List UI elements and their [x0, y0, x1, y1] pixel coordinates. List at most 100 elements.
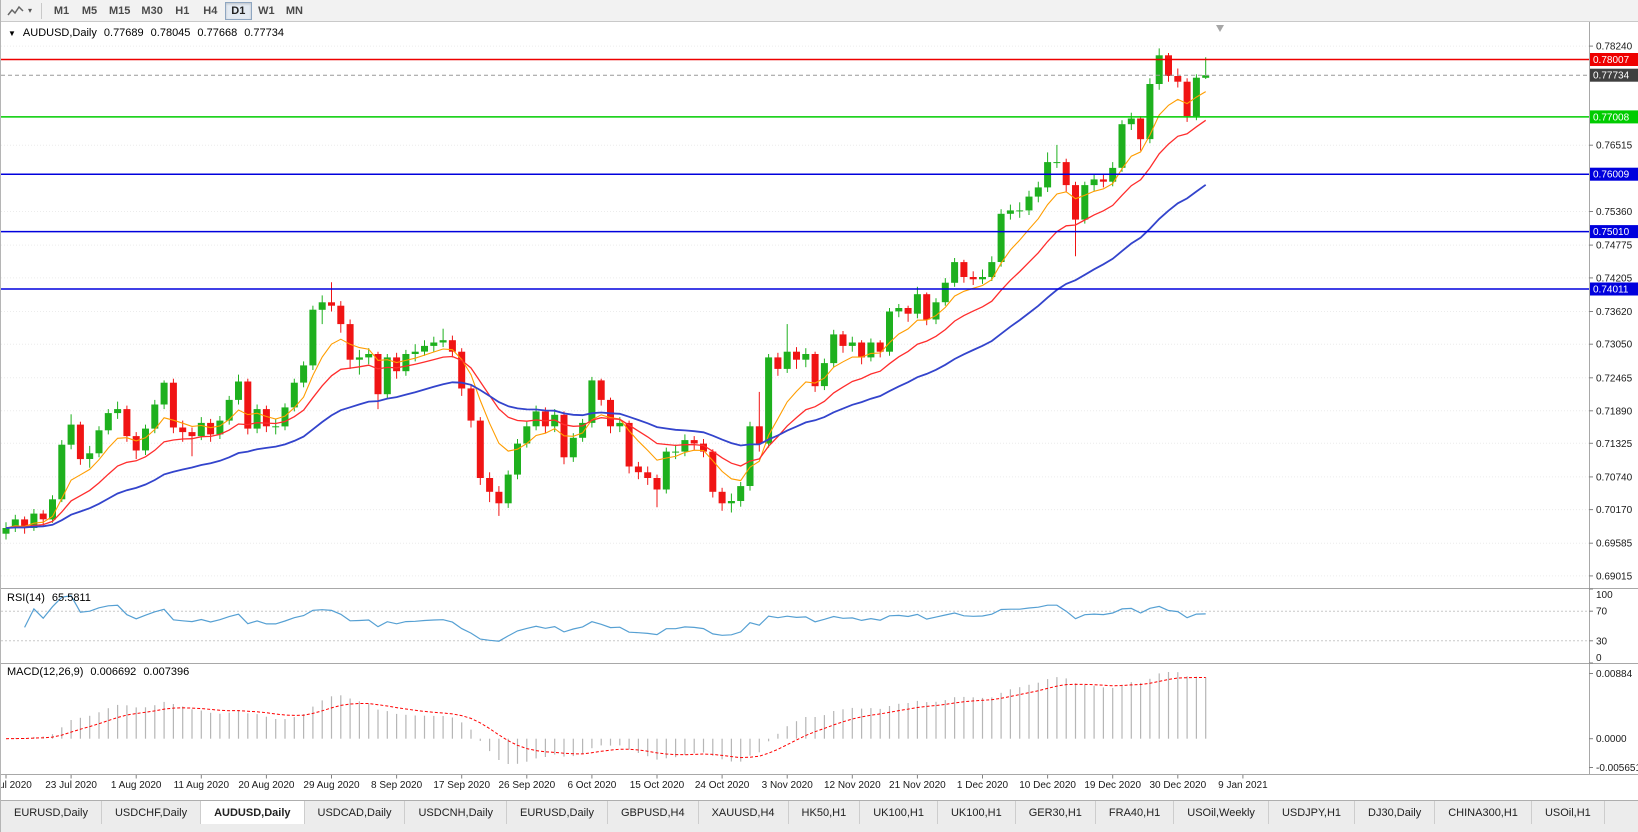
svg-text:3 Nov 2020: 3 Nov 2020 [762, 780, 814, 791]
svg-text:0.75360: 0.75360 [1596, 207, 1633, 218]
tab-xauusd-h4[interactable]: XAUUSD,H4 [698, 801, 789, 824]
timeframe-button-d1[interactable]: D1 [224, 1, 252, 20]
current-price-badge [1590, 68, 1638, 82]
timeframe-button-h1[interactable]: H1 [169, 2, 196, 20]
tab-uk100-h1-2[interactable]: UK100,H1 [937, 801, 1016, 824]
tab-label: USDCAD,Daily [317, 806, 392, 819]
price-badge-0.76009 [1590, 167, 1638, 181]
svg-text:0.74205: 0.74205 [1596, 273, 1633, 284]
svg-text:0.71325: 0.71325 [1596, 439, 1633, 450]
tab-label: USOil,Weekly [1187, 806, 1255, 819]
svg-text:0.71890: 0.71890 [1596, 406, 1633, 417]
macd-signal-line [5, 677, 1206, 759]
tab-fra40-h1[interactable]: FRA40,H1 [1095, 801, 1175, 824]
svg-text:0.76515: 0.76515 [1596, 141, 1633, 152]
tab-label: AUDUSD,Daily [214, 806, 291, 819]
timeframe-button-mn[interactable]: MN [281, 2, 308, 20]
chart-area[interactable]: 0.78240 0.76515 0.75360 0.74775 0.74205 0.736… [1, 22, 1638, 793]
svg-text:0.77008: 0.77008 [1593, 112, 1630, 123]
svg-text:0.70170: 0.70170 [1596, 505, 1633, 516]
tab-gbpusd-h4[interactable]: GBPUSD,H4 [608, 801, 699, 824]
svg-text:0.70740: 0.70740 [1596, 472, 1633, 483]
svg-text:30: 30 [1596, 636, 1608, 647]
candles-layer [2, 48, 1210, 540]
tab-label: DJ30,Daily [1368, 806, 1422, 819]
chart-line-icon[interactable] [5, 4, 27, 18]
tab-usdcnh-daily[interactable]: USDCNH,Daily [405, 801, 508, 824]
window-bottom-strip [1, 824, 1638, 832]
price-badge-0.75010 [1590, 225, 1638, 239]
svg-text:0.69015: 0.69015 [1596, 571, 1633, 582]
svg-text:0.0000: 0.0000 [1596, 734, 1627, 745]
svg-text:29 Aug 2020: 29 Aug 2020 [303, 780, 360, 791]
price-chart-svg[interactable]: 0.78240 0.76515 0.75360 0.74775 0.74205 0.736… [1, 22, 1638, 793]
svg-text:14 Jul 2020: 14 Jul 2020 [1, 780, 32, 791]
macd-histogram [14, 672, 1207, 764]
tab-label: FRA40,H1 [1108, 806, 1161, 819]
svg-text:8 Sep 2020: 8 Sep 2020 [371, 780, 423, 791]
svg-text:-0.005651: -0.005651 [1596, 763, 1638, 774]
price-badge-0.74011 [1590, 282, 1638, 296]
price-badge-0.77008 [1590, 110, 1638, 124]
svg-text:0.72465: 0.72465 [1596, 373, 1633, 384]
time-axis[interactable]: 14 Jul 2020 23 Jul 2020 1 Aug 2020 11 Aug 2… [1, 775, 1268, 791]
tab-eurusd-daily-2[interactable]: EURUSD,Daily [507, 801, 608, 824]
tab-usdjpy-h1[interactable]: USDJPY,H1 [1268, 801, 1356, 824]
tab-eurusd-daily[interactable]: EURUSD,Daily [1, 801, 102, 824]
svg-text:21 Nov 2020: 21 Nov 2020 [889, 780, 946, 791]
svg-text:1 Dec 2020: 1 Dec 2020 [957, 780, 1009, 791]
price-axis[interactable]: 0.78240 0.76515 0.75360 0.74775 0.74205 0.736… [1589, 42, 1638, 774]
svg-text:0.73050: 0.73050 [1596, 340, 1633, 351]
timeframe-button-m1[interactable]: M1 [48, 2, 75, 20]
svg-text:0.00884: 0.00884 [1596, 669, 1633, 680]
svg-text:100: 100 [1596, 590, 1613, 601]
svg-text:9 Jan 2021: 9 Jan 2021 [1218, 780, 1268, 791]
tab-label: UK100,H1 [873, 806, 924, 819]
tab-ger30-h1[interactable]: GER30,H1 [1015, 801, 1096, 824]
svg-text:0: 0 [1596, 653, 1602, 664]
tab-usoil-h1[interactable]: USOil,H1 [1531, 801, 1605, 824]
timeframe-button-m30[interactable]: M30 [136, 2, 167, 20]
tab-label: USOil,H1 [1544, 806, 1591, 819]
tab-audusd-daily[interactable]: AUDUSD,Daily [201, 801, 305, 824]
tab-uk100-h1[interactable]: UK100,H1 [860, 801, 938, 824]
svg-text:20 Aug 2020: 20 Aug 2020 [238, 780, 295, 791]
tab-usdcad-daily[interactable]: USDCAD,Daily [304, 801, 406, 824]
svg-text:0.74011: 0.74011 [1593, 285, 1629, 296]
svg-text:24 Oct 2020: 24 Oct 2020 [695, 780, 750, 791]
timeframe-button-m15[interactable]: M15 [104, 2, 135, 20]
svg-text:30 Dec 2020: 30 Dec 2020 [1149, 780, 1206, 791]
chart-tabs-bar: EURUSD,Daily USDCHF,Daily AUDUSD,Daily U… [1, 800, 1638, 824]
svg-text:0.69585: 0.69585 [1596, 539, 1633, 550]
svg-text:0.75010: 0.75010 [1593, 227, 1630, 238]
svg-text:11 Aug 2020: 11 Aug 2020 [174, 780, 230, 791]
svg-text:70: 70 [1596, 607, 1608, 618]
tab-label: GBPUSD,H4 [621, 806, 685, 819]
dropdown-caret-icon[interactable]: ▾ [28, 6, 33, 15]
collapse-triangle-icon[interactable]: ▼ [8, 28, 16, 38]
price-badge-0.78007 [1590, 53, 1638, 66]
svg-text:23 Jul 2020: 23 Jul 2020 [45, 780, 97, 791]
tab-label: HK50,H1 [801, 806, 847, 819]
tab-hk50-h1[interactable]: HK50,H1 [788, 801, 861, 824]
tab-usdchf-daily[interactable]: USDCHF,Daily [101, 801, 202, 824]
right-shift-marker[interactable] [1216, 25, 1224, 32]
ma-15-line [5, 119, 1207, 529]
tab-label: USDJPY,H1 [1281, 806, 1342, 819]
timeframe-button-w1[interactable]: W1 [253, 2, 280, 20]
svg-text:1 Aug 2020: 1 Aug 2020 [111, 780, 162, 791]
timeframe-toolbar: ▾ M1 M5 M15 M30 H1 H4 D1 W1 MN [1, 0, 1638, 22]
tab-label: USDCHF,Daily [114, 806, 188, 819]
rsi-line [24, 595, 1206, 642]
tab-dj30-daily[interactable]: DJ30,Daily [1355, 801, 1436, 824]
ma-7-line [5, 91, 1206, 529]
tab-label: XAUUSD,H4 [711, 806, 775, 819]
toolbar-separator [41, 2, 43, 19]
tab-china300-h1[interactable]: CHINA300,H1 [1435, 801, 1532, 824]
timeframe-button-h4[interactable]: H4 [197, 2, 224, 20]
timeframe-button-m5[interactable]: M5 [76, 2, 103, 20]
ma-34-line [5, 184, 1207, 529]
svg-text:6 Oct 2020: 6 Oct 2020 [567, 780, 616, 791]
tab-usoil-weekly[interactable]: USOil,Weekly [1174, 801, 1269, 824]
